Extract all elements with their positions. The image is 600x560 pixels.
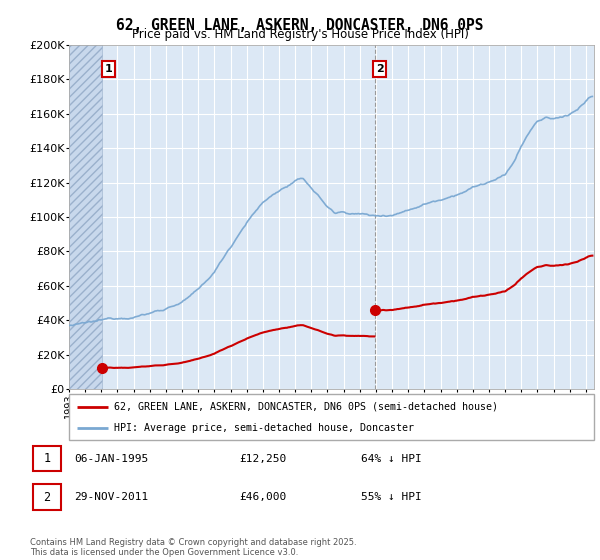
- FancyBboxPatch shape: [69, 394, 594, 440]
- Text: 2: 2: [376, 64, 383, 74]
- Text: 55% ↓ HPI: 55% ↓ HPI: [361, 492, 422, 502]
- Text: £46,000: £46,000: [240, 492, 287, 502]
- Text: £12,250: £12,250: [240, 454, 287, 464]
- Text: 29-NOV-2011: 29-NOV-2011: [74, 492, 148, 502]
- Text: 06-JAN-1995: 06-JAN-1995: [74, 454, 148, 464]
- Text: Contains HM Land Registry data © Crown copyright and database right 2025.
This d: Contains HM Land Registry data © Crown c…: [30, 538, 356, 557]
- Text: 1: 1: [44, 452, 50, 465]
- Text: Price paid vs. HM Land Registry's House Price Index (HPI): Price paid vs. HM Land Registry's House …: [131, 28, 469, 41]
- Text: 62, GREEN LANE, ASKERN, DONCASTER, DN6 0PS: 62, GREEN LANE, ASKERN, DONCASTER, DN6 0…: [116, 18, 484, 33]
- Text: HPI: Average price, semi-detached house, Doncaster: HPI: Average price, semi-detached house,…: [113, 423, 413, 433]
- Text: 1: 1: [104, 64, 112, 74]
- FancyBboxPatch shape: [33, 446, 61, 472]
- Text: 62, GREEN LANE, ASKERN, DONCASTER, DN6 0PS (semi-detached house): 62, GREEN LANE, ASKERN, DONCASTER, DN6 0…: [113, 402, 497, 412]
- Text: 64% ↓ HPI: 64% ↓ HPI: [361, 454, 422, 464]
- Text: 2: 2: [44, 491, 50, 503]
- FancyBboxPatch shape: [33, 484, 61, 510]
